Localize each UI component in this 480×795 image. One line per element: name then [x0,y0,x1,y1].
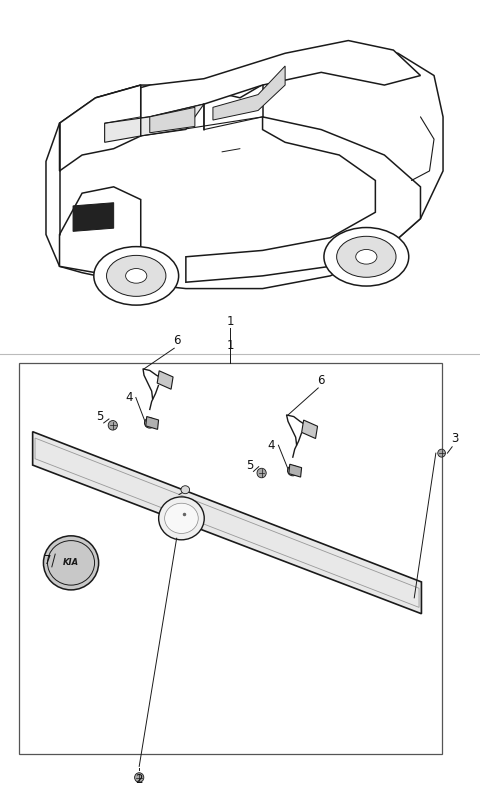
Ellipse shape [107,255,166,297]
Ellipse shape [438,449,445,457]
Text: KIA: KIA [63,558,79,568]
Ellipse shape [336,236,396,277]
Polygon shape [33,432,421,614]
Ellipse shape [181,486,190,494]
Text: 4: 4 [267,439,275,452]
Polygon shape [146,417,158,429]
Polygon shape [105,104,204,142]
Text: 4: 4 [125,391,132,404]
Ellipse shape [43,536,98,590]
Text: 3: 3 [451,432,459,445]
Ellipse shape [144,418,155,429]
Ellipse shape [126,269,147,283]
Ellipse shape [165,503,198,533]
Ellipse shape [158,497,204,540]
Polygon shape [73,203,114,231]
Text: 5: 5 [96,410,104,423]
Text: 5: 5 [246,459,253,471]
Text: 1: 1 [227,315,234,328]
Ellipse shape [257,468,266,478]
Bar [19,363,442,754]
Polygon shape [301,420,318,439]
Ellipse shape [324,227,409,286]
Polygon shape [186,117,420,282]
Ellipse shape [134,773,144,782]
Polygon shape [150,107,195,133]
Text: 7: 7 [44,554,52,567]
Polygon shape [60,187,141,273]
Polygon shape [157,370,173,390]
Polygon shape [60,85,141,171]
Text: 6: 6 [173,334,180,347]
Text: 2: 2 [135,773,143,785]
Ellipse shape [356,250,377,264]
Ellipse shape [108,421,118,430]
Text: 6: 6 [317,374,324,386]
Polygon shape [46,47,443,289]
Polygon shape [213,66,285,120]
Ellipse shape [288,466,298,476]
Ellipse shape [94,246,179,305]
Text: 1: 1 [227,339,234,352]
Polygon shape [289,464,301,477]
Polygon shape [105,41,420,123]
